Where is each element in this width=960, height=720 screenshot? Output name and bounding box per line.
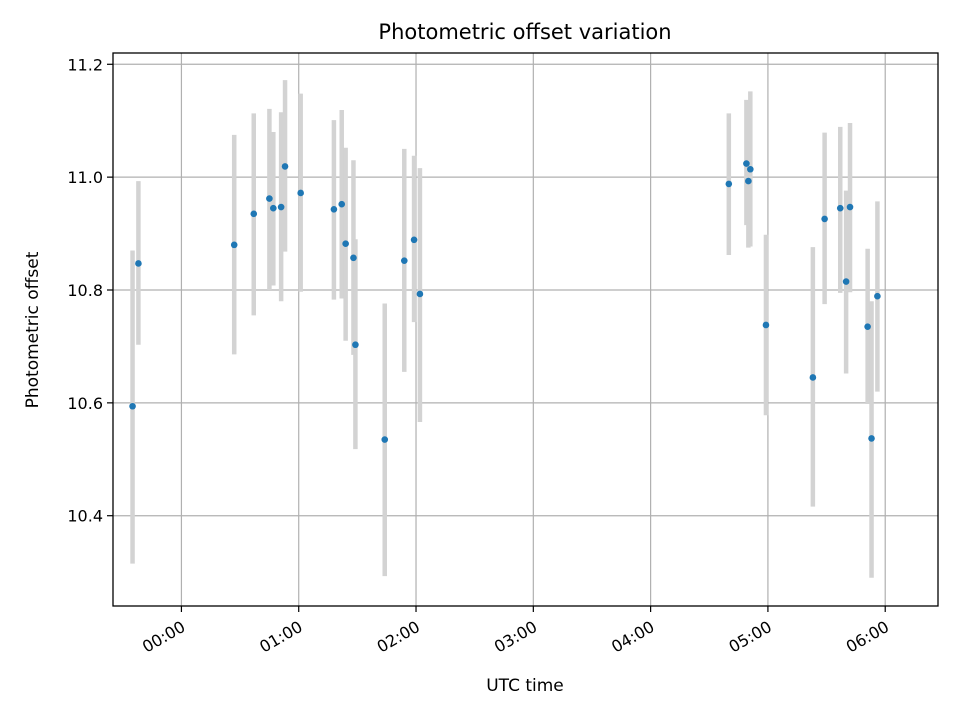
x-tick-label: 02:00 [374, 617, 423, 657]
y-tick-label: 11.0 [67, 168, 103, 187]
data-point [762, 321, 770, 329]
y-axis-title: Photometric offset [23, 251, 43, 408]
data-point [743, 160, 750, 167]
data-point [874, 292, 881, 300]
data-point [342, 240, 349, 248]
data-points [129, 160, 881, 443]
x-tick-label: 04:00 [608, 617, 657, 657]
x-axis-title: UTC time [486, 676, 564, 696]
data-point [410, 236, 418, 244]
data-point [864, 323, 871, 330]
x-tick-label: 06:00 [843, 617, 892, 657]
data-point [745, 177, 752, 185]
data-point [129, 402, 136, 410]
data-point [281, 163, 289, 170]
chart-title: Photometric offset variation [378, 20, 671, 44]
data-point [836, 204, 844, 212]
data-point [846, 203, 854, 211]
data-point [350, 254, 357, 262]
y-tick-label: 10.8 [67, 281, 103, 300]
y-axis-ticks: 10.4 10.6 10.8 11.0 11.2 [67, 55, 113, 526]
x-tick-label: 00:00 [139, 617, 188, 657]
data-point [842, 278, 850, 285]
y-tick-label: 10.4 [67, 507, 103, 526]
data-point [400, 257, 408, 264]
data-point [135, 260, 142, 267]
data-point [250, 210, 258, 218]
data-point [230, 241, 238, 249]
data-point [330, 206, 338, 213]
data-point [725, 180, 733, 188]
data-point [297, 189, 304, 197]
data-point [821, 215, 828, 223]
data-point [868, 435, 875, 442]
data-point [416, 290, 424, 298]
data-point [266, 195, 273, 202]
data-point [270, 204, 277, 212]
error-bars [130, 80, 880, 578]
x-tick-label: 01:00 [256, 617, 305, 657]
x-tick-label: 05:00 [725, 617, 774, 657]
data-point [277, 203, 285, 211]
data-point [747, 165, 754, 173]
x-tick-label: 03:00 [491, 617, 540, 657]
x-axis-ticks: 00:00 01:00 02:00 03:00 04:00 05:00 06:00 [139, 606, 892, 657]
plot-frame [112, 52, 939, 607]
data-point [338, 200, 346, 208]
data-point [809, 374, 817, 381]
data-point [381, 436, 389, 443]
y-tick-label: 11.2 [67, 55, 103, 74]
data-point [352, 341, 359, 349]
y-tick-label: 10.6 [67, 394, 103, 413]
